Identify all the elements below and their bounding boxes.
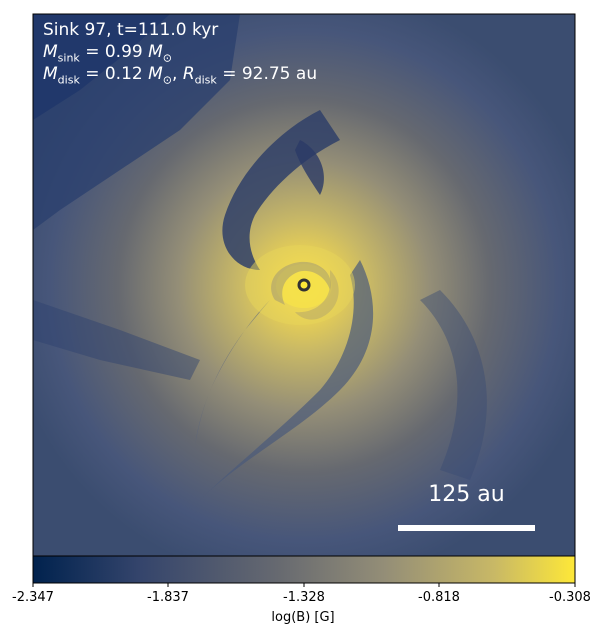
colorbar <box>32 555 576 584</box>
colorbar-tick-label: -1.837 <box>147 590 189 605</box>
colorbar-ticks <box>32 583 576 587</box>
colorbar-tick-label: -1.328 <box>283 590 325 605</box>
colorbar-tick-label: -0.818 <box>418 590 460 605</box>
disk-mass-radius-label: Mdisk = 0.12 M⊙, Rdisk = 92.75 au <box>43 64 318 87</box>
sink-time-label: Sink 97, t=111.0 kyr <box>43 20 219 40</box>
colorbar-tick-label: -0.308 <box>549 590 591 605</box>
colorbar-label: log(B) [G] <box>271 610 335 625</box>
scale-bar <box>398 525 535 531</box>
colorbar-tick-label: -2.347 <box>12 590 54 605</box>
scale-bar-label: 125 au <box>428 482 505 507</box>
sink-mass-label: Msink = 0.99 M⊙ <box>43 42 173 65</box>
sink-marker <box>297 278 311 292</box>
